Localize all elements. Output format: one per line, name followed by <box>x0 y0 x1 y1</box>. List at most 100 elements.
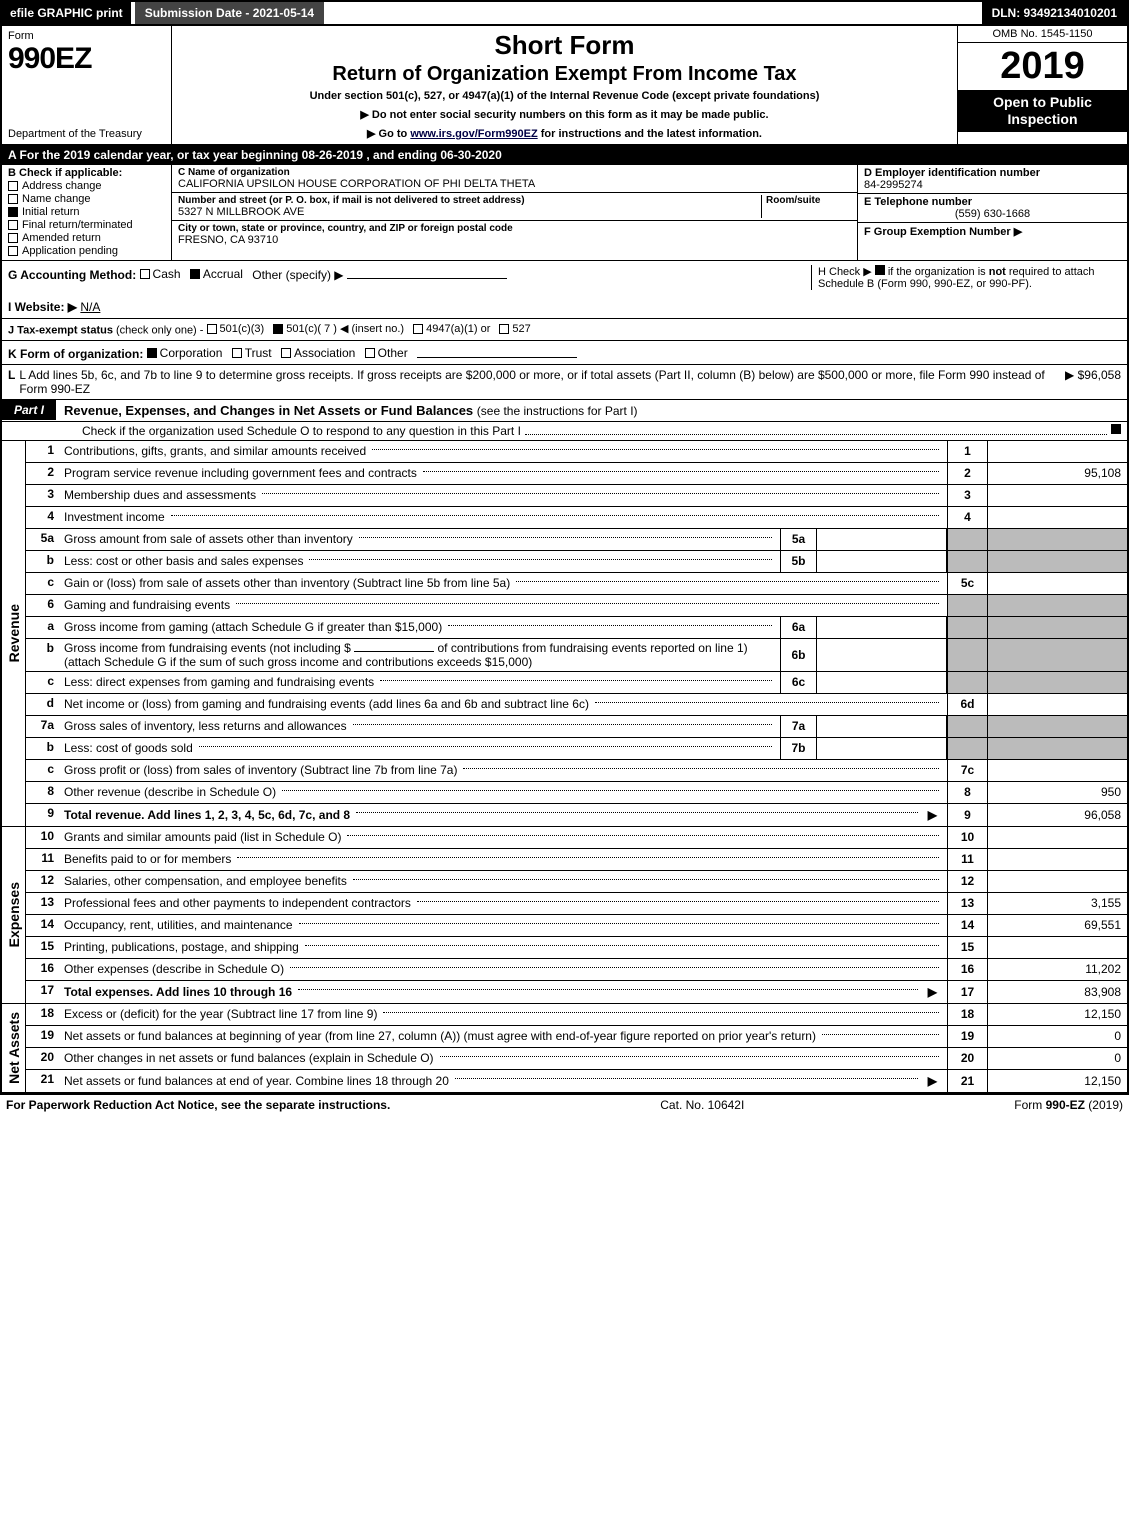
chk-527[interactable]: 527 <box>499 323 530 335</box>
i-label: I Website: ▶ <box>8 300 77 314</box>
line-number: 6 <box>26 595 60 616</box>
col-line-value: 83,908 <box>987 981 1127 1003</box>
form-header: Form 990EZ Department of the Treasury Sh… <box>2 26 1127 146</box>
line-number: 1 <box>26 441 60 462</box>
line-desc: Gross profit or (loss) from sales of inv… <box>60 760 947 781</box>
expenses-side-label: Expenses <box>2 827 26 1003</box>
l-text: L Add lines 5b, 6c, and 7b to line 9 to … <box>19 368 1065 396</box>
efile-print-label[interactable]: efile GRAPHIC print <box>2 2 131 24</box>
entity-block: B Check if applicable: Address change Na… <box>2 165 1127 261</box>
col-line-value <box>987 760 1127 781</box>
line-number: 14 <box>26 915 60 936</box>
line-number: 8 <box>26 782 60 803</box>
line-19: 19Net assets or fund balances at beginni… <box>26 1026 1127 1048</box>
line-number: 9 <box>26 804 60 826</box>
line-desc: Professional fees and other payments to … <box>60 893 947 914</box>
expenses-section: Expenses 10Grants and similar amounts pa… <box>2 827 1127 1004</box>
chk-trust[interactable]: Trust <box>232 346 272 360</box>
part1-sub: (see the instructions for Part I) <box>477 404 638 418</box>
sub-line-value <box>817 738 947 759</box>
chk-application-pending[interactable]: Application pending <box>8 245 165 257</box>
sub-line-value <box>817 551 947 572</box>
title-ssn-warning: ▶ Do not enter social security numbers o… <box>178 108 951 121</box>
chk-final-return[interactable]: Final return/terminated <box>8 219 165 231</box>
chk-accrual[interactable]: Accrual <box>190 267 243 281</box>
part1-title: Revenue, Expenses, and Changes in Net As… <box>56 400 646 421</box>
chk-cash[interactable]: Cash <box>140 267 181 281</box>
line-number: 19 <box>26 1026 60 1047</box>
col-line-number: 4 <box>947 507 987 528</box>
footer-right: Form 990-EZ (2019) <box>1014 1098 1123 1112</box>
line-desc: Gross income from fundraising events (no… <box>60 639 780 671</box>
sub-line-number: 6b <box>781 639 817 671</box>
chk-other-org[interactable]: Other <box>365 346 408 360</box>
col-line-value <box>987 871 1127 892</box>
col-line-value: 0 <box>987 1026 1127 1047</box>
row-j: J Tax-exempt status (check only one) - 5… <box>2 319 1127 341</box>
line-desc: Total revenue. Add lines 1, 2, 3, 4, 5c,… <box>60 804 947 826</box>
schedo-text: Check if the organization used Schedule … <box>82 424 521 438</box>
line-6d: dNet income or (loss) from gaming and fu… <box>26 694 1127 716</box>
sub-line-number: 7b <box>781 738 817 759</box>
box-def: D Employer identification number 84-2995… <box>857 165 1127 260</box>
line-number: c <box>26 760 60 781</box>
k-other-input[interactable] <box>417 344 577 358</box>
sub-line-value <box>817 529 947 550</box>
g-other: Other (specify) ▶ <box>252 268 343 282</box>
line-number: c <box>26 672 60 693</box>
schedule-o-check-line: Check if the organization used Schedule … <box>2 422 1127 441</box>
l-arrow: ▶ $ <box>1065 368 1084 396</box>
check-icon <box>8 207 18 217</box>
line-1: 1Contributions, gifts, grants, and simil… <box>26 441 1127 463</box>
chk-name-change[interactable]: Name change <box>8 193 165 205</box>
line-number: 12 <box>26 871 60 892</box>
line-number: 15 <box>26 937 60 958</box>
chk-address-change[interactable]: Address change <box>8 180 165 192</box>
chk-schedule-o[interactable] <box>1111 424 1121 434</box>
h-pre: H Check ▶ <box>818 266 872 278</box>
g-other-input[interactable] <box>347 265 507 279</box>
box-c: C Name of organization CALIFORNIA UPSILO… <box>172 165 857 260</box>
line-20: 20Other changes in net assets or fund ba… <box>26 1048 1127 1070</box>
col-line-number: 12 <box>947 871 987 892</box>
arrow-icon: ▶ <box>922 1074 943 1088</box>
k-label: K Form of organization: <box>8 347 143 361</box>
header-left: Form 990EZ Department of the Treasury <box>2 26 172 144</box>
line-5b: bLess: cost or other basis and sales exp… <box>26 551 1127 573</box>
city-cell: City or town, state or province, country… <box>172 221 857 248</box>
chk-assoc[interactable]: Association <box>281 346 355 360</box>
box-h: H Check ▶ if the organization is not req… <box>811 265 1121 290</box>
col-line-number: 16 <box>947 959 987 980</box>
col-line-number: 18 <box>947 1004 987 1025</box>
irs-link[interactable]: www.irs.gov/Form990EZ <box>410 128 537 140</box>
chk-501c3[interactable]: 501(c)(3) <box>207 323 265 335</box>
line-2: 2Program service revenue including gover… <box>26 463 1127 485</box>
website-value: N/A <box>80 300 100 314</box>
line-number: 7a <box>26 716 60 737</box>
group-exemption-cell: F Group Exemption Number ▶ <box>858 223 1127 260</box>
street-label: Number and street (or P. O. box, if mail… <box>178 195 761 206</box>
chk-initial-return[interactable]: Initial return <box>8 206 165 218</box>
chk-501c[interactable]: 501(c)( 7 ) ◀ (insert no.) <box>273 322 404 335</box>
line-6: 6Gaming and fundraising events <box>26 595 1127 617</box>
col-line-number: 6d <box>947 694 987 715</box>
ein-cell: D Employer identification number 84-2995… <box>858 165 1127 194</box>
accounting-method: G Accounting Method: Cash Accrual Other … <box>8 265 811 314</box>
check-icon <box>273 324 283 334</box>
chk-4947[interactable]: 4947(a)(1) or <box>413 323 490 335</box>
chk-schedule-b[interactable] <box>875 265 885 275</box>
line-4: 4Investment income4 <box>26 507 1127 529</box>
col-line-number: 10 <box>947 827 987 848</box>
chk-corp[interactable]: Corporation <box>147 346 223 360</box>
line-6b: bGross income from fundraising events (n… <box>26 639 1127 672</box>
line-16: 16Other expenses (describe in Schedule O… <box>26 959 1127 981</box>
line-desc: Less: cost or other basis and sales expe… <box>60 551 780 572</box>
line-desc: Program service revenue including govern… <box>60 463 947 484</box>
col-line-value: 12,150 <box>987 1004 1127 1025</box>
col-line-number: 13 <box>947 893 987 914</box>
ein-value: 84-2995274 <box>864 179 1121 191</box>
col-line-number: 8 <box>947 782 987 803</box>
line-desc: Less: cost of goods sold <box>60 738 780 759</box>
chk-amended-return[interactable]: Amended return <box>8 232 165 244</box>
goto-pre: ▶ Go to <box>367 128 410 140</box>
